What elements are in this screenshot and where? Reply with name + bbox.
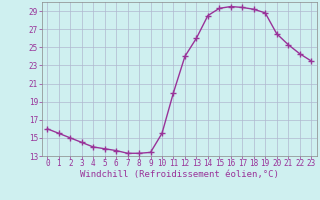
X-axis label: Windchill (Refroidissement éolien,°C): Windchill (Refroidissement éolien,°C) [80,170,279,179]
